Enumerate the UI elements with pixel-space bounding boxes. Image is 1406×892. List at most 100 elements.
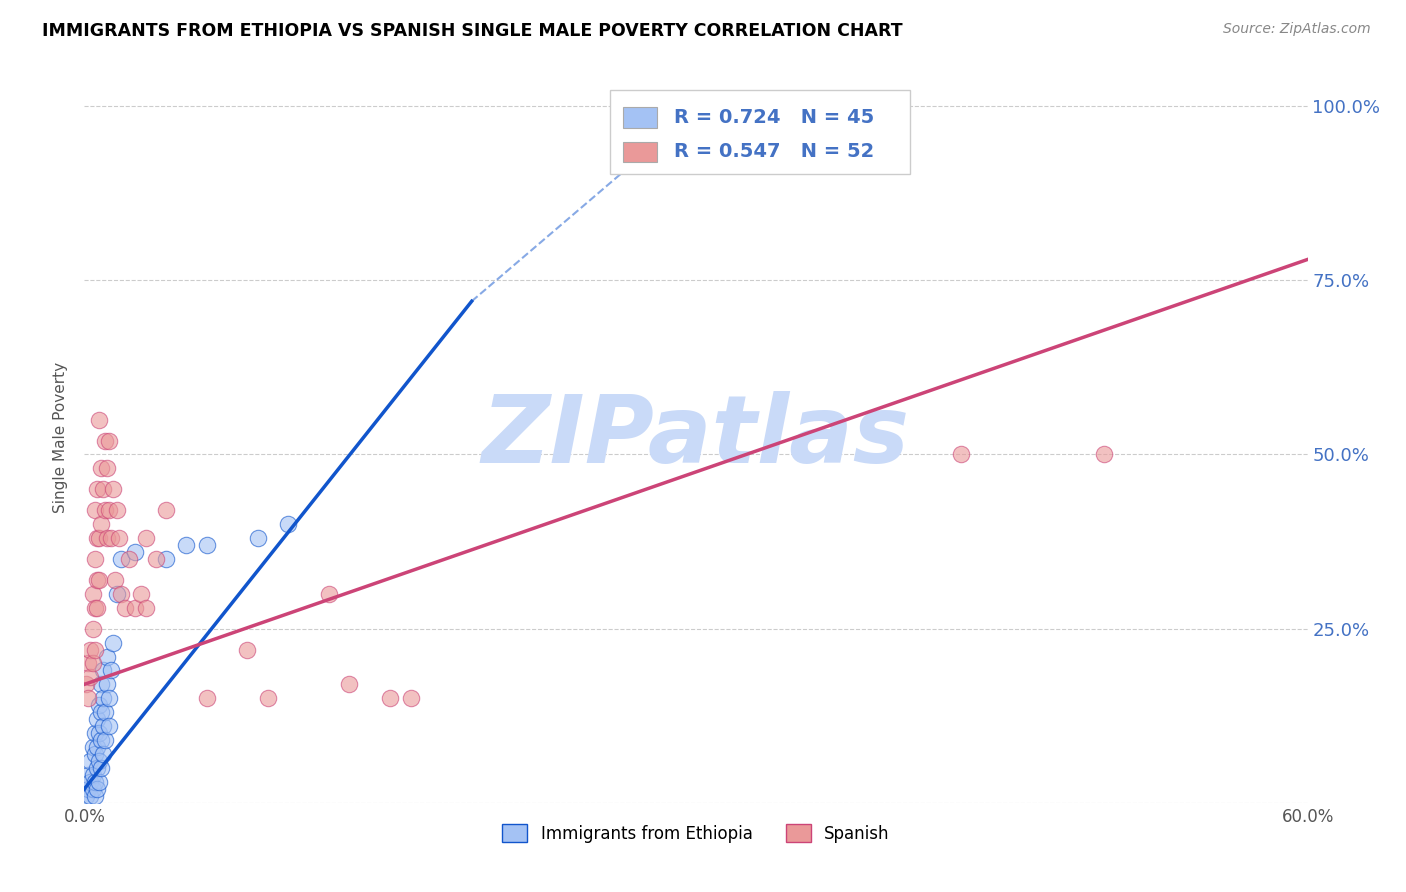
Point bbox=[87, 754, 110, 768]
Text: R = 0.724   N = 45: R = 0.724 N = 45 bbox=[673, 108, 875, 127]
Point bbox=[101, 635, 124, 649]
Point bbox=[145, 552, 167, 566]
Point bbox=[96, 649, 118, 664]
Point bbox=[96, 531, 118, 545]
Point bbox=[86, 761, 108, 775]
Point bbox=[91, 483, 114, 497]
Point bbox=[90, 705, 112, 719]
Point bbox=[86, 600, 108, 615]
Point bbox=[124, 545, 146, 559]
Point bbox=[100, 531, 122, 545]
Point bbox=[83, 789, 105, 803]
Point bbox=[246, 531, 269, 545]
Point bbox=[87, 775, 110, 789]
Legend: Immigrants from Ethiopia, Spanish: Immigrants from Ethiopia, Spanish bbox=[496, 818, 896, 849]
Point bbox=[83, 503, 105, 517]
Point bbox=[93, 434, 115, 448]
Bar bbox=[623, 142, 657, 162]
Point bbox=[131, 587, 153, 601]
Point bbox=[236, 642, 259, 657]
Point bbox=[83, 600, 105, 615]
Point bbox=[87, 573, 110, 587]
Point bbox=[114, 600, 136, 615]
Point bbox=[155, 503, 177, 517]
Point bbox=[93, 733, 115, 747]
Point bbox=[91, 664, 114, 678]
Point bbox=[79, 754, 101, 768]
Point bbox=[108, 531, 131, 545]
Point bbox=[97, 719, 120, 733]
Point bbox=[97, 691, 120, 706]
Point bbox=[124, 600, 146, 615]
Point bbox=[79, 642, 101, 657]
Point bbox=[665, 99, 688, 113]
Point bbox=[87, 412, 110, 426]
Point bbox=[257, 691, 280, 706]
Point bbox=[77, 657, 100, 671]
Point bbox=[118, 552, 141, 566]
Point bbox=[90, 677, 112, 691]
Point bbox=[91, 691, 114, 706]
Point bbox=[399, 691, 422, 706]
Point bbox=[82, 768, 104, 782]
Point bbox=[339, 677, 361, 691]
Point bbox=[87, 726, 110, 740]
Point bbox=[83, 642, 105, 657]
Point bbox=[87, 698, 110, 713]
Point bbox=[75, 789, 97, 803]
Point bbox=[79, 789, 101, 803]
Point bbox=[86, 483, 108, 497]
Point bbox=[83, 552, 105, 566]
Point bbox=[86, 740, 108, 755]
Point bbox=[104, 573, 127, 587]
Point bbox=[950, 448, 973, 462]
Text: Source: ZipAtlas.com: Source: ZipAtlas.com bbox=[1223, 22, 1371, 37]
Point bbox=[93, 503, 115, 517]
Point bbox=[1092, 448, 1115, 462]
Point bbox=[86, 712, 108, 726]
Point bbox=[100, 664, 122, 678]
Point bbox=[105, 503, 128, 517]
Point bbox=[86, 781, 108, 796]
Point bbox=[380, 691, 402, 706]
Point bbox=[96, 461, 118, 475]
Point bbox=[110, 587, 132, 601]
Text: R = 0.547   N = 52: R = 0.547 N = 52 bbox=[673, 143, 875, 161]
Point bbox=[97, 434, 120, 448]
Point bbox=[101, 483, 124, 497]
Point bbox=[82, 622, 104, 636]
Point bbox=[90, 761, 112, 775]
Point bbox=[155, 552, 177, 566]
Point bbox=[82, 657, 104, 671]
Point bbox=[91, 719, 114, 733]
Point bbox=[86, 573, 108, 587]
Point bbox=[174, 538, 197, 552]
Point bbox=[135, 531, 157, 545]
Point bbox=[96, 677, 118, 691]
FancyBboxPatch shape bbox=[610, 90, 910, 174]
Point bbox=[110, 552, 132, 566]
Point bbox=[90, 461, 112, 475]
Point bbox=[318, 587, 340, 601]
Point bbox=[82, 587, 104, 601]
Point bbox=[93, 705, 115, 719]
Point bbox=[83, 775, 105, 789]
Point bbox=[82, 740, 104, 755]
Point bbox=[79, 670, 101, 684]
Point bbox=[77, 691, 100, 706]
Point bbox=[277, 517, 299, 532]
Point bbox=[83, 726, 105, 740]
Point bbox=[75, 677, 97, 691]
Point bbox=[86, 531, 108, 545]
Point bbox=[135, 600, 157, 615]
Point bbox=[195, 538, 218, 552]
Point bbox=[91, 747, 114, 761]
Text: IMMIGRANTS FROM ETHIOPIA VS SPANISH SINGLE MALE POVERTY CORRELATION CHART: IMMIGRANTS FROM ETHIOPIA VS SPANISH SING… bbox=[42, 22, 903, 40]
Text: ZIPatlas: ZIPatlas bbox=[482, 391, 910, 483]
Point bbox=[79, 775, 101, 789]
Y-axis label: Single Male Poverty: Single Male Poverty bbox=[53, 361, 69, 513]
Point bbox=[90, 517, 112, 532]
Point bbox=[105, 587, 128, 601]
Point bbox=[77, 768, 100, 782]
Point bbox=[195, 691, 218, 706]
